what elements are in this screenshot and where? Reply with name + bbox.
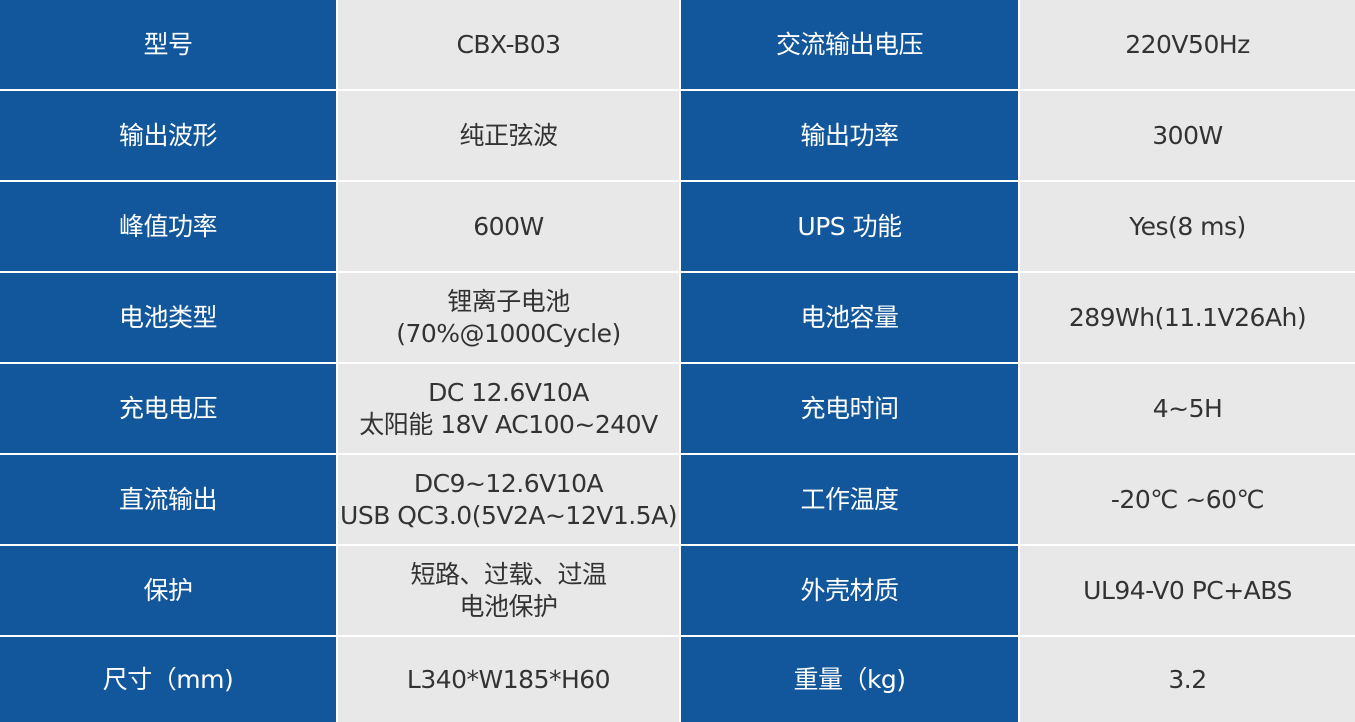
spec-label: 保护: [0, 546, 336, 635]
spec-label: 峰值功率: [0, 182, 336, 271]
spec-value: 600W: [338, 182, 679, 271]
spec-label: 交流输出电压: [681, 0, 1018, 89]
spec-label: 尺寸（mm): [0, 637, 336, 722]
spec-label: 工作温度: [681, 455, 1018, 544]
spec-label: 电池容量: [681, 273, 1018, 362]
spec-label: 电池类型: [0, 273, 336, 362]
spec-label: 输出波形: [0, 91, 336, 180]
spec-value: 3.2: [1020, 637, 1355, 722]
spec-label: 充电时间: [681, 364, 1018, 453]
spec-value: DC9~12.6V10A USB QC3.0(5V2A~12V1.5A): [338, 455, 679, 544]
spec-value: CBX-B03: [338, 0, 679, 89]
spec-label: 外壳材质: [681, 546, 1018, 635]
spec-label: 直流输出: [0, 455, 336, 544]
spec-value: UL94-V0 PC+ABS: [1020, 546, 1355, 635]
spec-value: Yes(8 ms): [1020, 182, 1355, 271]
spec-value: 289Wh(11.1V26Ah): [1020, 273, 1355, 362]
spec-value: 300W: [1020, 91, 1355, 180]
spec-value: 纯正弦波: [338, 91, 679, 180]
spec-value: -20℃ ~60℃: [1020, 455, 1355, 544]
spec-value: 4~5H: [1020, 364, 1355, 453]
spec-label: 型号: [0, 0, 336, 89]
spec-label: 充电电压: [0, 364, 336, 453]
spec-value: L340*W185*H60: [338, 637, 679, 722]
spec-label: 输出功率: [681, 91, 1018, 180]
spec-value: 短路、过载、过温 电池保护: [338, 546, 679, 635]
spec-label: UPS 功能: [681, 182, 1018, 271]
spec-value: DC 12.6V10A 太阳能 18V AC100~240V: [338, 364, 679, 453]
spec-value: 220V50Hz: [1020, 0, 1355, 89]
spec-value: 锂离子电池 (70%@1000Cycle): [338, 273, 679, 362]
spec-label: 重量（kg): [681, 637, 1018, 722]
